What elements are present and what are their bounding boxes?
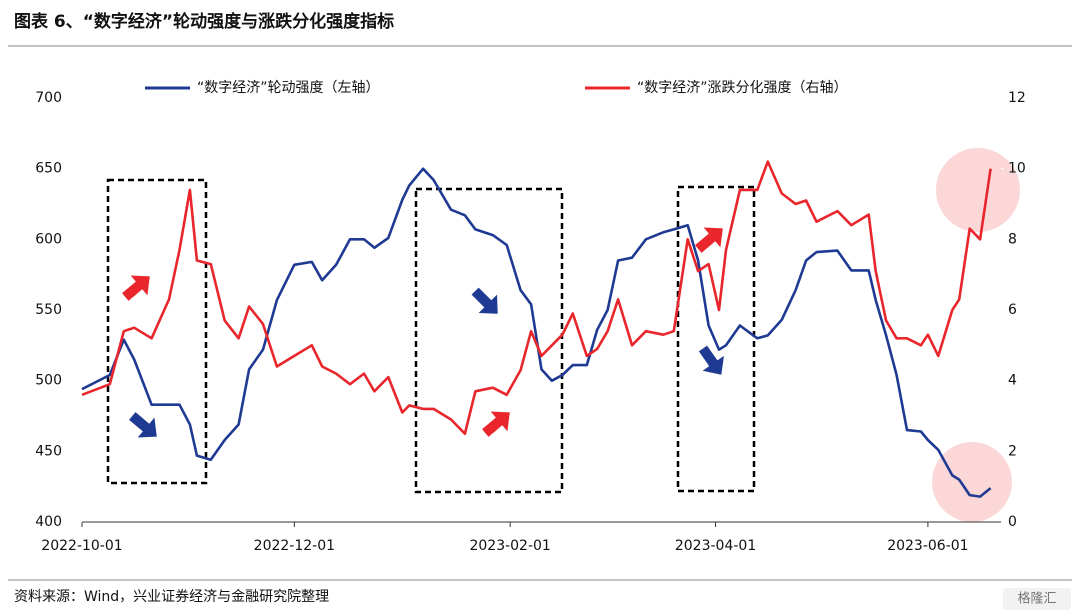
y2-tick-label: 4 xyxy=(1008,373,1017,389)
legend-label: “数字经济”轮动强度（左轴） xyxy=(197,80,380,96)
source-note: 资料来源：Wind，兴业证券经济与金融研究院整理 xyxy=(14,589,329,605)
arrow-up xyxy=(122,275,150,301)
y2-tick-label: 2 xyxy=(1008,443,1017,459)
y-tick-label: 550 xyxy=(35,302,62,318)
y-tick-label: 700 xyxy=(35,90,62,106)
arrow-up xyxy=(695,227,723,253)
x-tick-label: 2023-06-01 xyxy=(887,538,968,554)
arrow-down xyxy=(698,345,724,375)
y-tick-label: 400 xyxy=(35,514,62,530)
watermark-box xyxy=(1003,588,1071,610)
y-tick-label: 600 xyxy=(35,231,62,247)
arrow-down xyxy=(129,412,157,438)
series-line xyxy=(81,160,992,435)
x-tick-label: 2022-10-01 xyxy=(41,538,122,554)
chart-title: 图表 6、“数字经济”轮动强度与涨跌分化强度指标 xyxy=(14,11,394,32)
arrow-up xyxy=(482,411,510,437)
y-tick-label: 450 xyxy=(35,443,62,459)
y-tick-label: 500 xyxy=(35,373,62,389)
y2-tick-label: 0 xyxy=(1008,514,1017,530)
y2-tick-label: 12 xyxy=(1008,90,1026,106)
dashed-box xyxy=(414,187,564,494)
x-tick-label: 2022-12-01 xyxy=(254,538,335,554)
highlight-circle xyxy=(932,442,1012,522)
x-tick-label: 2023-02-01 xyxy=(469,538,550,554)
x-tick-label: 2023-04-01 xyxy=(675,538,756,554)
y2-tick-label: 8 xyxy=(1008,231,1017,247)
legend-label: “数字经济”涨跌分化强度（右轴） xyxy=(637,80,848,96)
dashed-box xyxy=(106,178,208,485)
arrows xyxy=(122,227,724,438)
highlight-boxes xyxy=(106,178,756,494)
y-tick-label: 650 xyxy=(35,161,62,177)
series-line xyxy=(81,167,992,498)
y2-tick-label: 6 xyxy=(1008,302,1017,318)
highlight-circle xyxy=(936,148,1020,232)
y2-tick-label: 10 xyxy=(1008,161,1026,177)
watermark: 格隆汇 xyxy=(1017,591,1056,607)
arrow-down xyxy=(471,287,498,314)
